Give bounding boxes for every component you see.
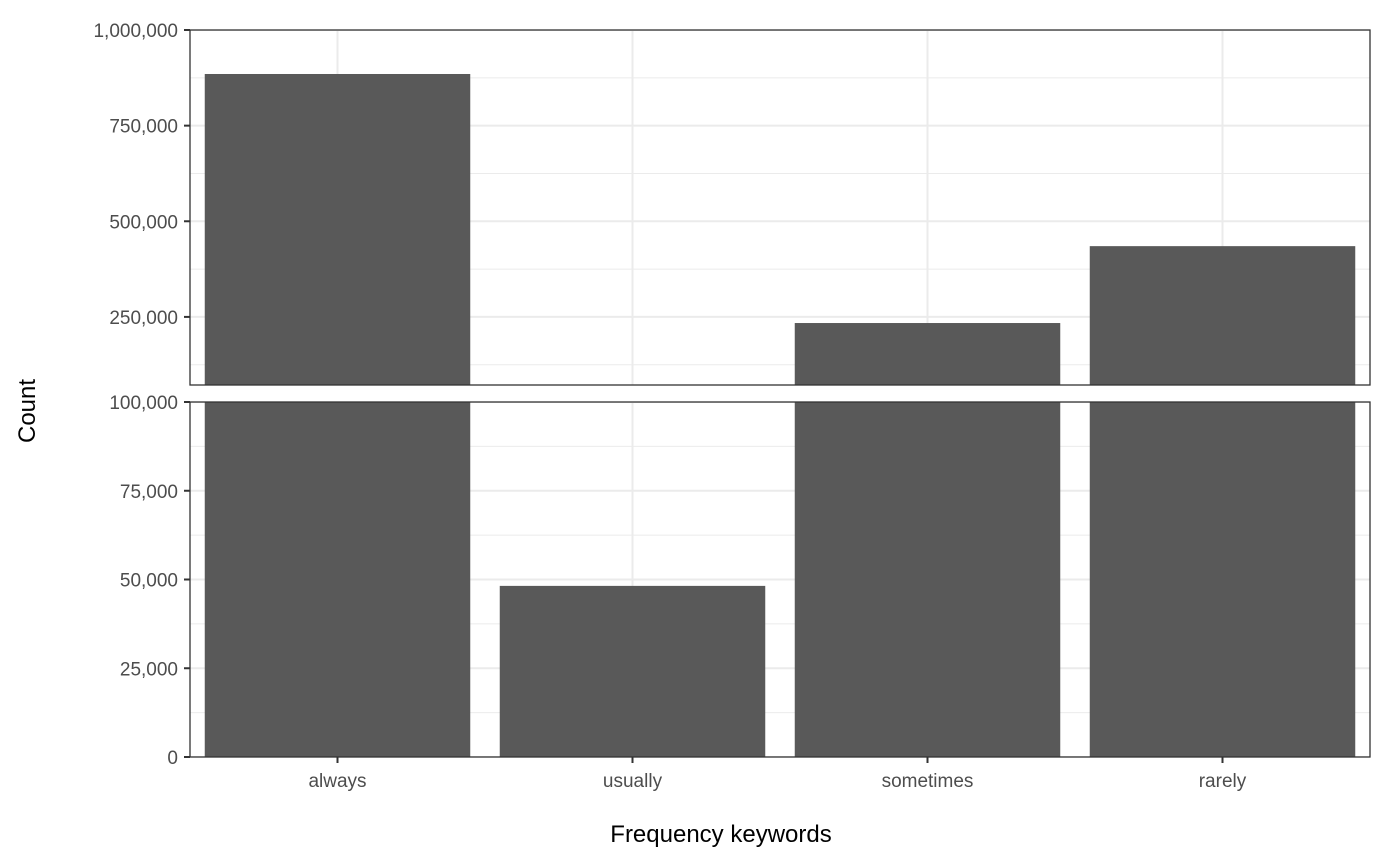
x-tick-label: sometimes xyxy=(882,771,974,792)
bar-sometimes xyxy=(794,323,1061,385)
y-tick-label: 500,000 xyxy=(109,212,178,233)
bar-sometimes xyxy=(794,402,1061,757)
upper-panel: 250,000 500,000 750,000 1,000,000 xyxy=(93,21,1371,386)
bar-always xyxy=(204,73,471,385)
x-tick-label: usually xyxy=(603,771,663,792)
upper-bars xyxy=(204,73,1356,385)
bar-usually xyxy=(499,585,766,757)
lower-panel: 0 25,000 50,000 75,000 100,000 xyxy=(109,393,1371,769)
y-tick-label: 250,000 xyxy=(109,308,178,329)
x-tick-label: rarely xyxy=(1199,771,1247,792)
y-tick-label: 0 xyxy=(167,748,178,769)
bar-always xyxy=(204,402,471,757)
y-tick-label: 75,000 xyxy=(120,482,178,503)
lower-bars xyxy=(204,402,1356,757)
x-tick-label: always xyxy=(308,771,366,792)
y-tick-label: 750,000 xyxy=(109,117,178,138)
y-tick-label: 25,000 xyxy=(120,659,178,680)
upper-panel-border xyxy=(189,29,1371,386)
y-tick-label: 50,000 xyxy=(120,571,178,592)
y-tick-label: 1,000,000 xyxy=(93,21,178,42)
y-tick-label: 100,000 xyxy=(109,393,178,414)
y-axis-title: Count xyxy=(14,379,41,443)
bar-rarely xyxy=(1089,246,1356,385)
x-axis: always usually sometimes rarely xyxy=(308,757,1247,792)
bar-rarely xyxy=(1089,402,1356,757)
x-axis-title: Frequency keywords xyxy=(610,821,831,848)
